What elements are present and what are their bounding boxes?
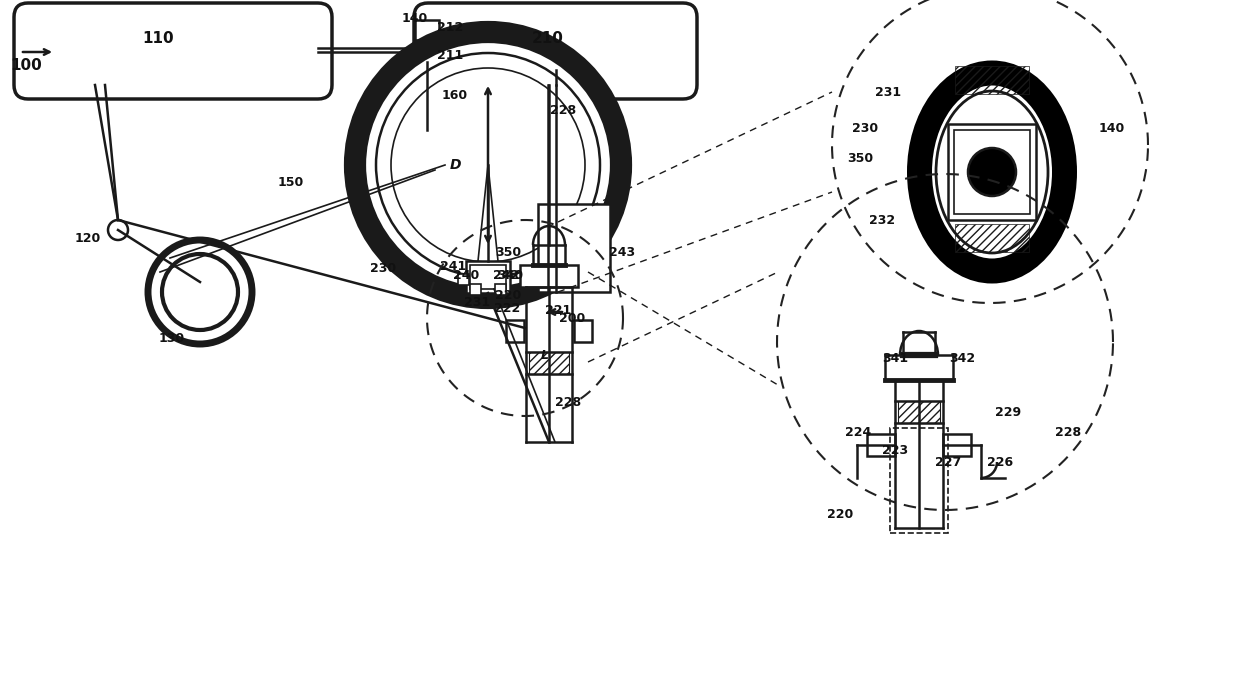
Text: 130: 130 [159,331,185,344]
Text: 210: 210 [532,30,564,46]
Bar [574,320,591,342]
Text: 340: 340 [497,268,523,282]
Text: 342: 342 [949,351,975,364]
FancyBboxPatch shape [14,3,332,99]
Text: 224: 224 [844,426,872,439]
Bar [415,20,439,40]
Text: 223: 223 [882,444,908,457]
Text: 221: 221 [544,304,572,317]
Text: 140: 140 [1099,121,1125,135]
Bar [466,261,510,293]
Text: 140: 140 [402,12,428,25]
Ellipse shape [936,91,1048,253]
Text: 226: 226 [987,455,1013,469]
Text: 222: 222 [494,302,520,315]
Bar [520,265,578,287]
Text: 220: 220 [827,509,853,522]
Text: 211: 211 [436,48,463,61]
Bar [506,320,525,342]
Circle shape [968,148,1016,196]
Text: D: D [449,158,461,172]
Text: 228: 228 [556,395,582,408]
Text: 231: 231 [875,86,901,99]
Circle shape [108,220,128,240]
Bar [529,352,569,374]
Bar [955,66,1029,94]
Circle shape [162,254,238,330]
Text: 232: 232 [869,213,895,226]
Text: 229: 229 [994,406,1021,419]
Circle shape [391,68,585,262]
Bar [495,284,506,295]
Bar [538,204,610,292]
Text: 212: 212 [436,21,463,34]
Text: L: L [541,348,549,362]
Text: 150: 150 [278,175,304,188]
FancyBboxPatch shape [414,3,697,99]
Bar [898,401,940,423]
Text: 220: 220 [495,288,521,302]
Text: 341: 341 [882,351,908,364]
Bar [954,130,1030,214]
Text: 241: 241 [440,259,466,273]
Bar [867,434,895,456]
Text: 242: 242 [492,268,520,282]
Bar [415,42,439,62]
Text: 243: 243 [609,246,635,259]
Bar [955,224,1029,252]
Text: 230: 230 [852,121,878,135]
Text: 240: 240 [453,268,479,282]
Circle shape [148,240,252,344]
Text: 231: 231 [464,295,490,308]
Text: 120: 120 [74,232,102,244]
Text: 110: 110 [143,30,174,46]
Circle shape [355,32,621,298]
Text: 100: 100 [10,57,42,72]
Circle shape [376,53,600,277]
Text: 228: 228 [1055,426,1081,439]
Text: 200: 200 [559,311,585,324]
Bar [949,124,1035,220]
Text: 230: 230 [370,262,396,275]
Bar [458,274,469,285]
Bar [890,428,949,533]
Text: 227: 227 [935,455,961,469]
Text: 350: 350 [847,152,873,164]
Text: 228: 228 [549,104,577,117]
Text: 160: 160 [441,88,467,101]
Text: 350: 350 [495,246,521,259]
Bar [470,284,481,295]
Bar [942,434,971,456]
Bar [470,265,506,289]
